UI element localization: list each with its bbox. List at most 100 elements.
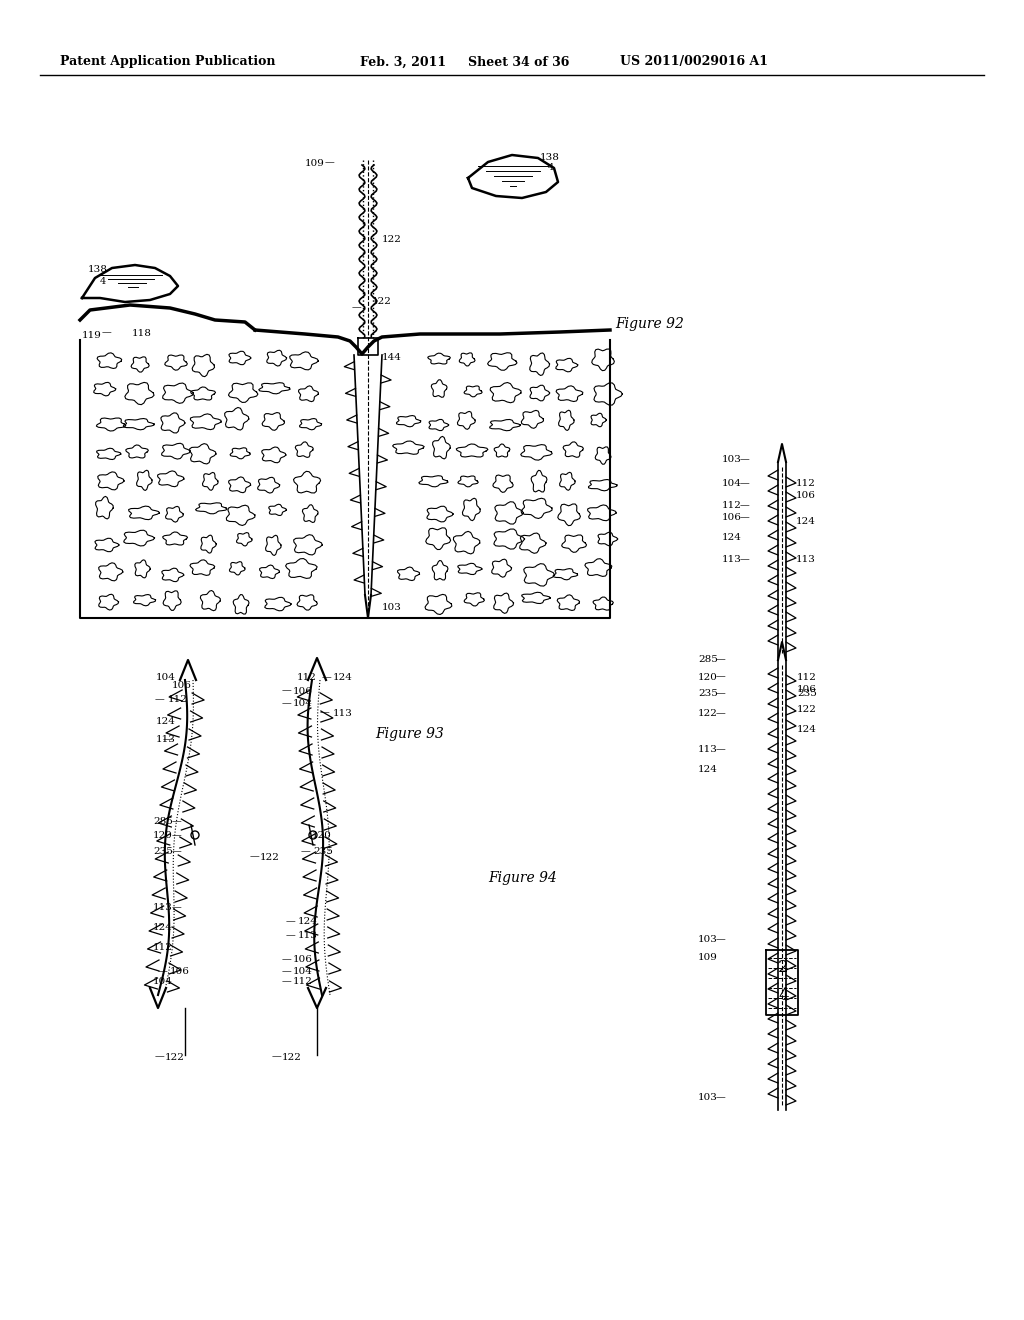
Text: 112: 112 — [168, 696, 187, 705]
Text: Figure 93: Figure 93 — [375, 727, 443, 741]
Text: 138: 138 — [540, 153, 560, 162]
Text: 124: 124 — [698, 766, 718, 775]
Text: 122: 122 — [382, 235, 401, 244]
Text: 104: 104 — [722, 479, 741, 488]
Text: 285: 285 — [153, 817, 173, 826]
Text: —: — — [716, 672, 726, 681]
Text: Patent Application Publication: Patent Application Publication — [60, 55, 275, 69]
Text: —: — — [172, 817, 181, 826]
Text: Figure 92: Figure 92 — [615, 317, 684, 331]
Text: —: — — [322, 673, 332, 682]
Text: —: — — [282, 968, 292, 977]
Text: 104: 104 — [293, 968, 313, 977]
Text: —: — — [286, 917, 296, 927]
Text: —: — — [172, 903, 181, 912]
Text: 112: 112 — [153, 944, 173, 953]
Text: —: — — [716, 936, 726, 945]
Text: 106: 106 — [172, 681, 191, 690]
Text: 113: 113 — [698, 746, 718, 755]
Text: 113: 113 — [153, 903, 173, 912]
Text: 106: 106 — [796, 491, 816, 500]
Text: —: — — [740, 556, 750, 565]
Text: 124: 124 — [153, 924, 173, 932]
Text: 122: 122 — [260, 853, 280, 862]
Text: 112: 112 — [797, 672, 817, 681]
Text: 103: 103 — [382, 603, 401, 612]
Text: —: — — [740, 502, 750, 511]
Text: 124: 124 — [298, 917, 317, 927]
Text: 120: 120 — [153, 832, 173, 841]
Text: —: — — [282, 978, 292, 986]
Text: —: — — [716, 1093, 726, 1102]
Text: US 2011/0029016 A1: US 2011/0029016 A1 — [620, 55, 768, 69]
Text: 2: 2 — [778, 960, 788, 975]
Text: 103: 103 — [698, 1093, 718, 1102]
Text: 106: 106 — [722, 513, 741, 523]
Text: —: — — [716, 710, 726, 718]
Text: 235: 235 — [313, 847, 333, 857]
Text: —: — — [158, 968, 168, 977]
Text: 4: 4 — [778, 987, 788, 1005]
Text: 104: 104 — [293, 700, 313, 709]
Text: 112: 112 — [293, 978, 313, 986]
Text: —: — — [286, 932, 296, 940]
Text: 120: 120 — [312, 832, 332, 841]
Text: —: — — [740, 455, 750, 465]
Text: 106: 106 — [293, 686, 313, 696]
Text: —: — — [325, 158, 335, 168]
Text: 4: 4 — [548, 164, 554, 173]
Text: —: — — [250, 853, 260, 862]
Text: —: — — [352, 304, 361, 313]
Text: 122: 122 — [797, 705, 817, 714]
Text: 122: 122 — [698, 710, 718, 718]
Text: —: — — [163, 735, 173, 744]
Text: 103: 103 — [698, 936, 718, 945]
Text: 235: 235 — [153, 847, 173, 857]
Text: —: — — [282, 686, 292, 696]
Text: —: — — [272, 1052, 282, 1061]
Text: 109: 109 — [305, 158, 325, 168]
Text: 113: 113 — [298, 932, 317, 940]
Text: —: — — [716, 656, 726, 664]
Text: Sheet 34 of 36: Sheet 34 of 36 — [468, 55, 569, 69]
Text: —: — — [172, 832, 181, 841]
Text: 235: 235 — [797, 689, 817, 698]
Text: —: — — [282, 956, 292, 965]
Text: 104: 104 — [156, 673, 176, 682]
Text: 119: 119 — [82, 331, 101, 341]
Text: —: — — [301, 847, 310, 857]
Text: —: — — [155, 1052, 165, 1061]
Text: 124: 124 — [722, 533, 741, 543]
Text: 138: 138 — [88, 265, 108, 275]
Text: Figure 94: Figure 94 — [488, 871, 557, 884]
Text: —: — — [102, 329, 112, 338]
Text: 118: 118 — [132, 329, 152, 338]
Text: 144: 144 — [382, 354, 401, 363]
Text: 113: 113 — [796, 556, 816, 565]
Text: —: — — [172, 847, 181, 857]
Text: 113: 113 — [156, 735, 176, 744]
Text: 106: 106 — [293, 956, 313, 965]
Text: 124: 124 — [796, 517, 816, 527]
Text: 120: 120 — [698, 672, 718, 681]
Text: 106: 106 — [797, 685, 817, 694]
Text: 122: 122 — [282, 1052, 302, 1061]
Text: 104: 104 — [153, 978, 173, 986]
Text: 122: 122 — [165, 1052, 185, 1061]
Text: —: — — [282, 700, 292, 709]
Text: —: — — [155, 696, 165, 705]
Text: —: — — [716, 689, 726, 698]
Text: 106: 106 — [170, 968, 189, 977]
Text: —: — — [740, 479, 750, 488]
Text: 112: 112 — [796, 479, 816, 488]
Text: 235: 235 — [698, 689, 718, 698]
Text: —: — — [740, 513, 750, 523]
Text: 122: 122 — [372, 297, 392, 306]
Text: 103: 103 — [722, 455, 741, 465]
Text: 124: 124 — [333, 673, 353, 682]
Text: 285: 285 — [698, 656, 718, 664]
Text: 113: 113 — [722, 556, 741, 565]
Text: 112: 112 — [722, 502, 741, 511]
Text: —: — — [319, 709, 330, 718]
Text: 124: 124 — [797, 726, 817, 734]
